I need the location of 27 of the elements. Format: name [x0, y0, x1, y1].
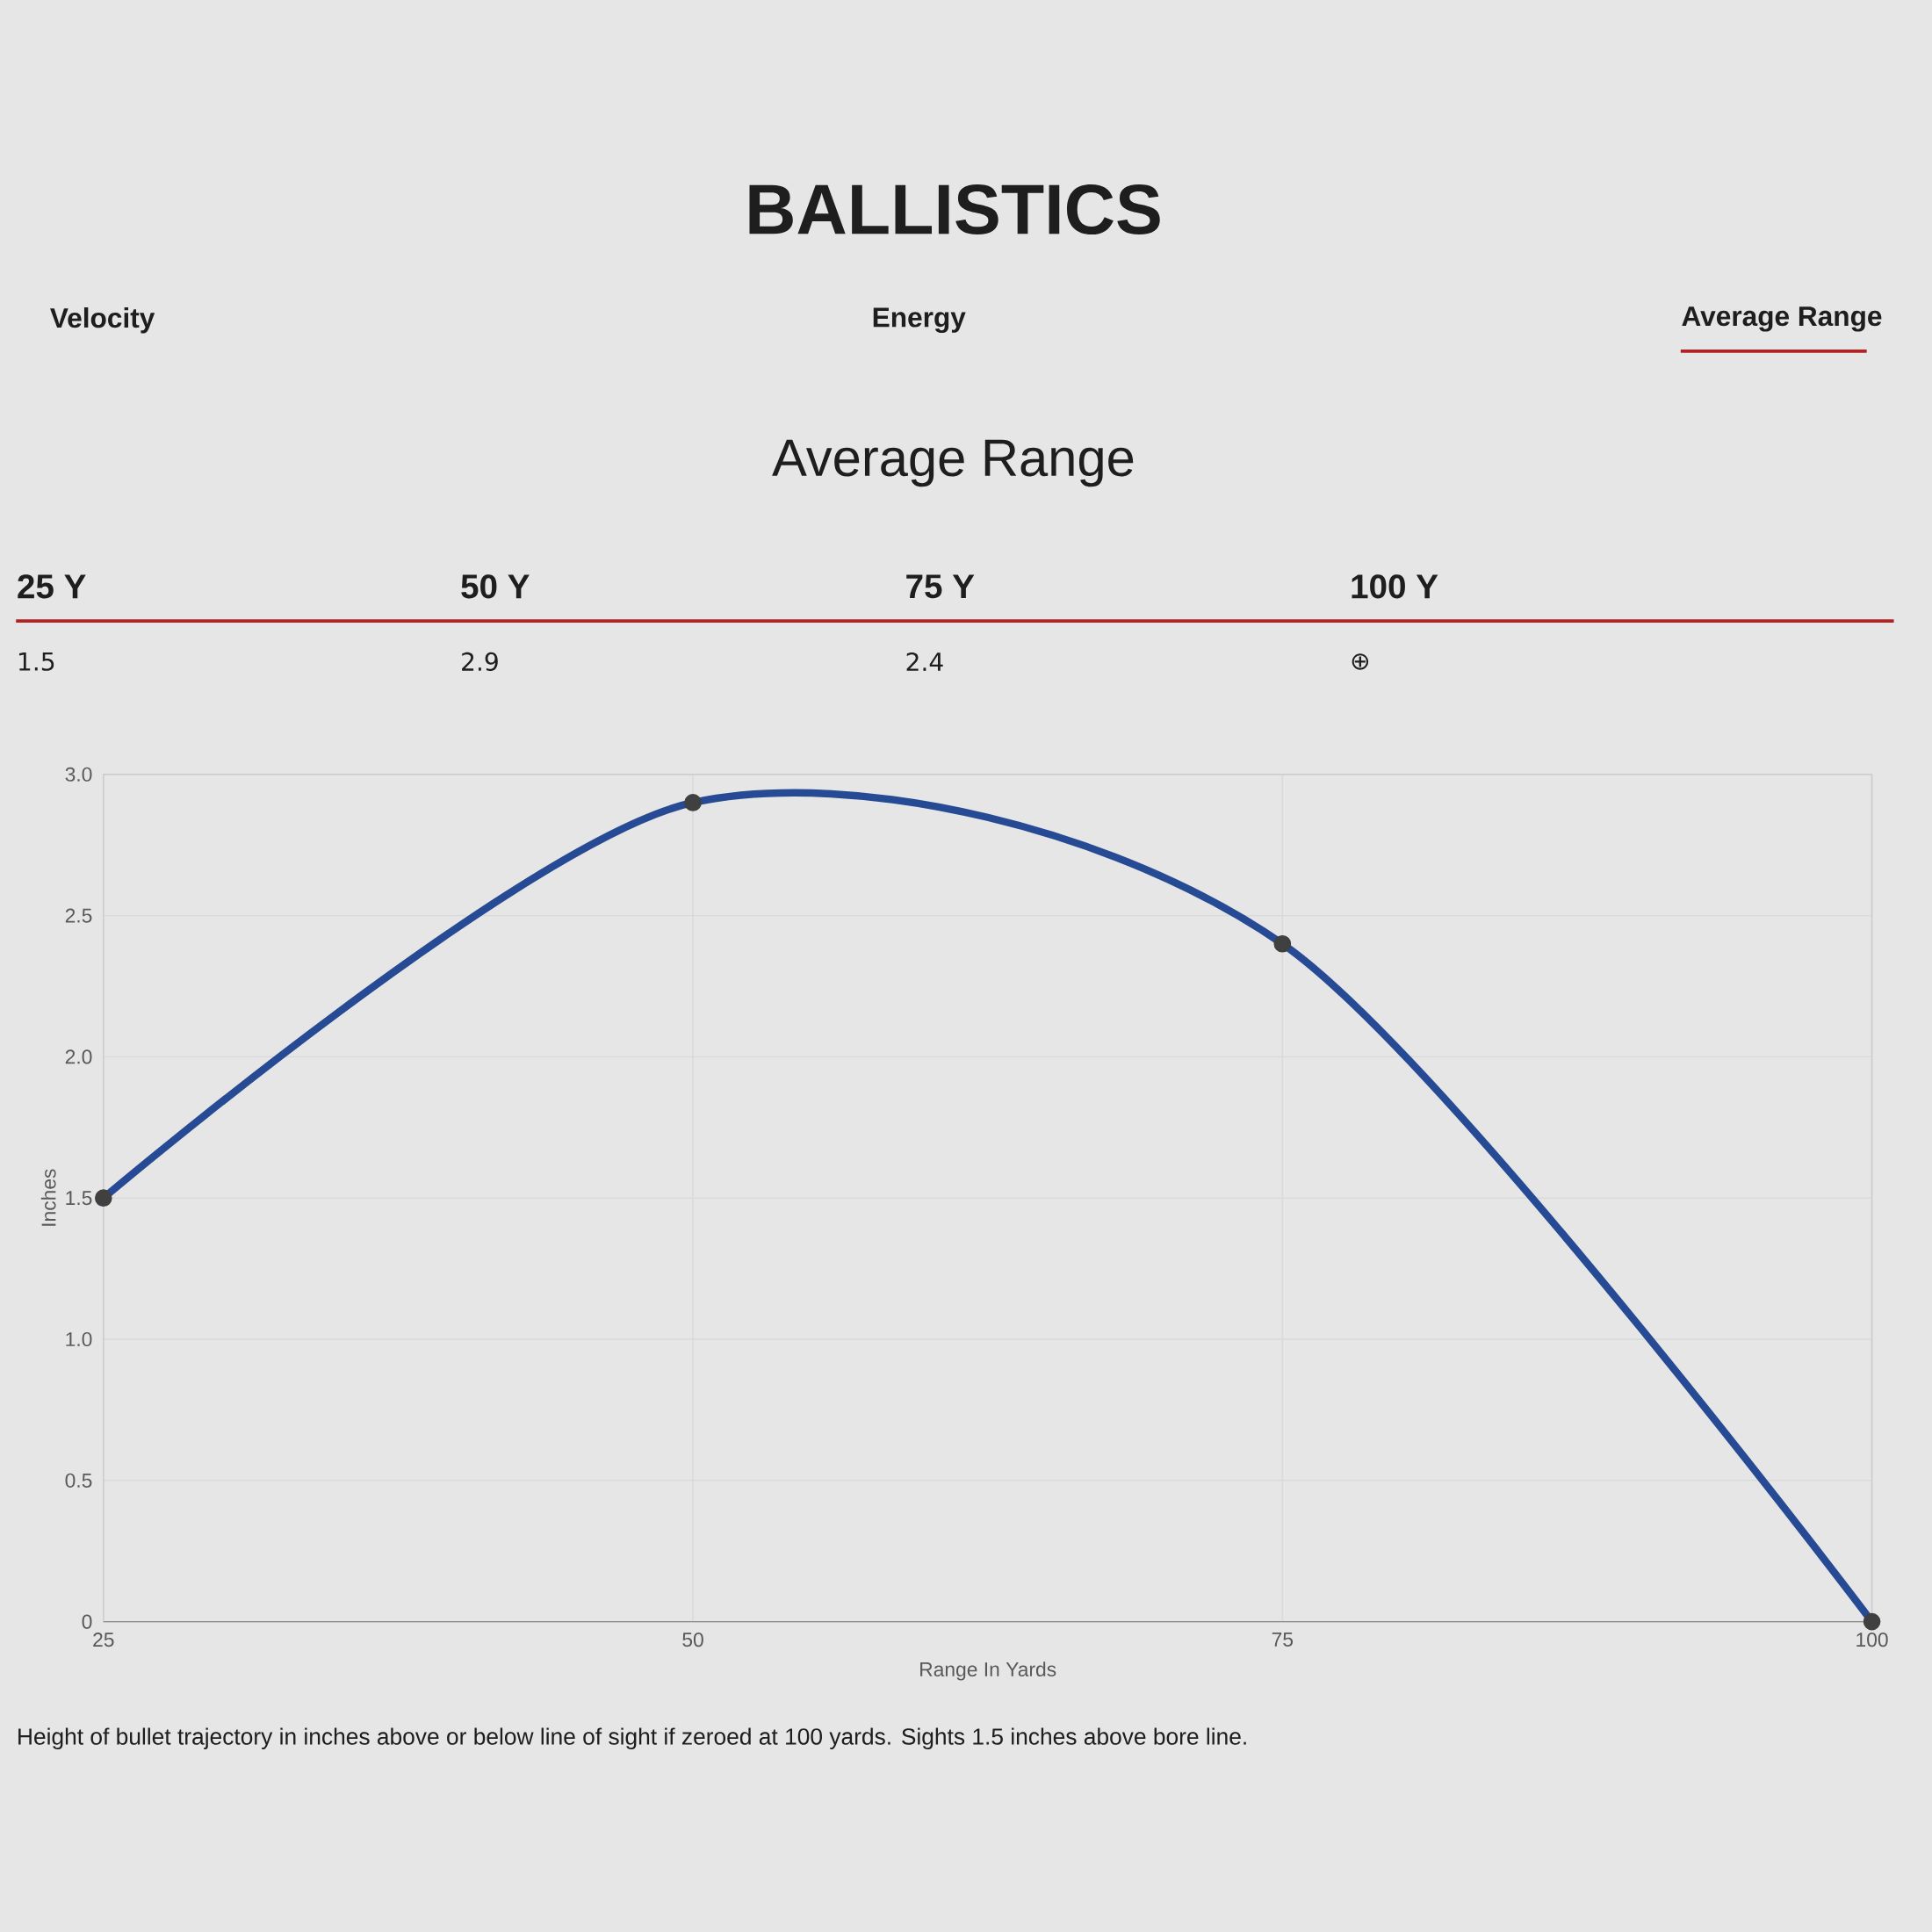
y-tick-label: 1.0 — [66, 1331, 92, 1347]
chart-subtitle: Average Range — [772, 439, 1134, 487]
text: 100 Y — [1352, 574, 1438, 599]
y-tick-label: 1.5 — [66, 1191, 92, 1206]
text: 2.9 — [462, 652, 498, 672]
y-tick-label: 3.0 — [65, 767, 92, 782]
text: Velocity — [50, 307, 155, 334]
x-tick-label: 100 — [1856, 1633, 1888, 1647]
y-tick-label: 2.0 — [65, 1049, 92, 1064]
text: 75 Y — [906, 574, 975, 599]
text: Height of bullet trajectory in inches above or below line of sight if zeroed at 100 yards. Sights 1.5 inches above bore line. — [18, 1727, 1246, 1749]
x-axis-title: Range In Yards — [920, 1662, 1056, 1681]
text: 50 Y — [461, 574, 530, 599]
chart-title: BALLISTICS — [749, 184, 1160, 235]
x-tick-label: 75 — [1272, 1633, 1294, 1647]
text: 2.4 — [906, 652, 943, 671]
y-tick-label: 2.5 — [65, 908, 92, 923]
y-axis-title: Inches — [40, 1169, 56, 1226]
text: 25 Y — [18, 574, 86, 599]
text: Energy — [873, 307, 966, 334]
text: 1.5 — [19, 652, 54, 671]
x-tick-label: 50 — [682, 1633, 703, 1647]
y-tick-label: 0 — [82, 1614, 92, 1629]
y-tick-label: 0.5 — [65, 1473, 92, 1488]
text: ⊕ — [1352, 653, 1369, 670]
text: Average Range — [1682, 306, 1882, 332]
x-tick-label: 25 — [93, 1633, 114, 1647]
